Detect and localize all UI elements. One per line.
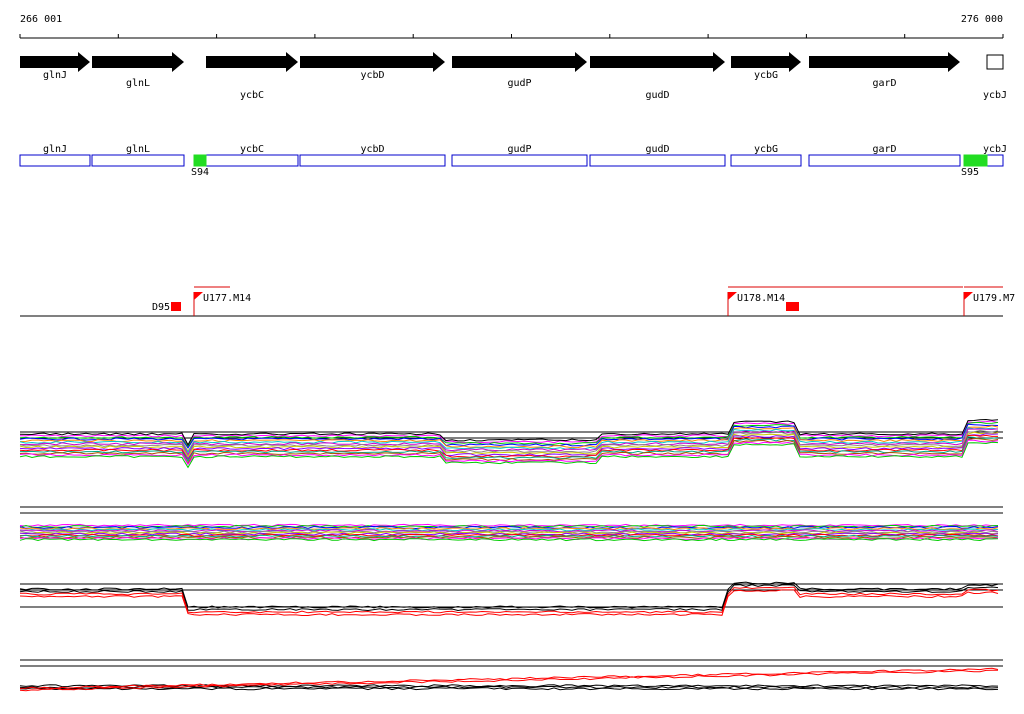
region-box (589, 154, 726, 167)
region-label: glnL (126, 144, 150, 155)
region-label: ycbG (754, 144, 778, 155)
feature-box (786, 302, 799, 311)
feature-label: U179.M7 (973, 293, 1015, 304)
gene-arrow (731, 52, 801, 72)
gene-label: ycbC (240, 90, 264, 101)
trace (19, 533, 999, 537)
trace (19, 581, 999, 609)
gene-label: ycbD (360, 70, 384, 81)
trace (19, 534, 999, 538)
gene-label: garD (872, 78, 896, 89)
region-box (19, 154, 91, 167)
trace (19, 418, 999, 446)
gene-box (986, 54, 1004, 70)
trace (19, 584, 999, 612)
trace (19, 531, 999, 535)
region-box (451, 154, 588, 167)
gene-arrow (590, 52, 725, 72)
site-box (963, 154, 988, 167)
gene-label: gudD (645, 90, 669, 101)
site-box (193, 154, 207, 167)
region-label: gudP (507, 144, 531, 155)
gene-arrow (452, 52, 587, 72)
trace (19, 420, 999, 447)
feature-flag (728, 292, 737, 300)
site-label: S94 (191, 167, 209, 178)
trace (19, 527, 999, 531)
trace (19, 589, 999, 617)
trace (19, 528, 999, 532)
region-box (986, 154, 1004, 167)
feature-label: D95 (152, 302, 170, 313)
gene-arrow (206, 52, 298, 72)
feature-label: U177.M14 (203, 293, 251, 304)
gene-arrow (809, 52, 960, 72)
gene-label: gudP (507, 78, 531, 89)
gene-arrow (300, 52, 445, 72)
region-label: ycbC (240, 144, 264, 155)
trace (19, 538, 999, 542)
gene-arrow (92, 52, 184, 72)
region-label: garD (872, 144, 896, 155)
trace (19, 429, 999, 458)
region-label: ycbJ (983, 144, 1007, 155)
region-box (730, 154, 802, 167)
gene-label: ycbJ (983, 90, 1007, 101)
region-box (91, 154, 185, 167)
feature-box (171, 302, 181, 311)
trace (19, 667, 999, 690)
region-box (205, 154, 299, 167)
trace (19, 431, 999, 459)
trace (19, 436, 999, 463)
region-label: ycbD (360, 144, 384, 155)
trace (19, 687, 999, 691)
trace (19, 684, 999, 688)
trace (19, 535, 999, 539)
site-label: S95 (961, 167, 979, 178)
gene-label: ycbG (754, 70, 778, 81)
region-label: glnJ (43, 144, 67, 155)
feature-flag (964, 292, 973, 300)
trace (19, 433, 999, 460)
ruler-start: 266 001 (20, 14, 62, 25)
trace (19, 669, 999, 692)
feature-flag (194, 292, 203, 300)
trace (19, 525, 999, 530)
trace (19, 439, 999, 466)
ruler-end: 276 000 (961, 14, 1003, 25)
gene-arrow (20, 52, 90, 72)
trace (19, 434, 998, 463)
region-box (299, 154, 446, 167)
trace (19, 423, 999, 449)
trace (19, 441, 999, 469)
region-box (808, 154, 961, 167)
trace (20, 586, 999, 614)
feature-label: U178.M14 (737, 293, 785, 304)
gene-label: glnJ (43, 70, 67, 81)
trace (19, 421, 999, 448)
gene-label: glnL (126, 78, 150, 89)
trace (19, 428, 999, 456)
region-label: gudD (645, 144, 669, 155)
